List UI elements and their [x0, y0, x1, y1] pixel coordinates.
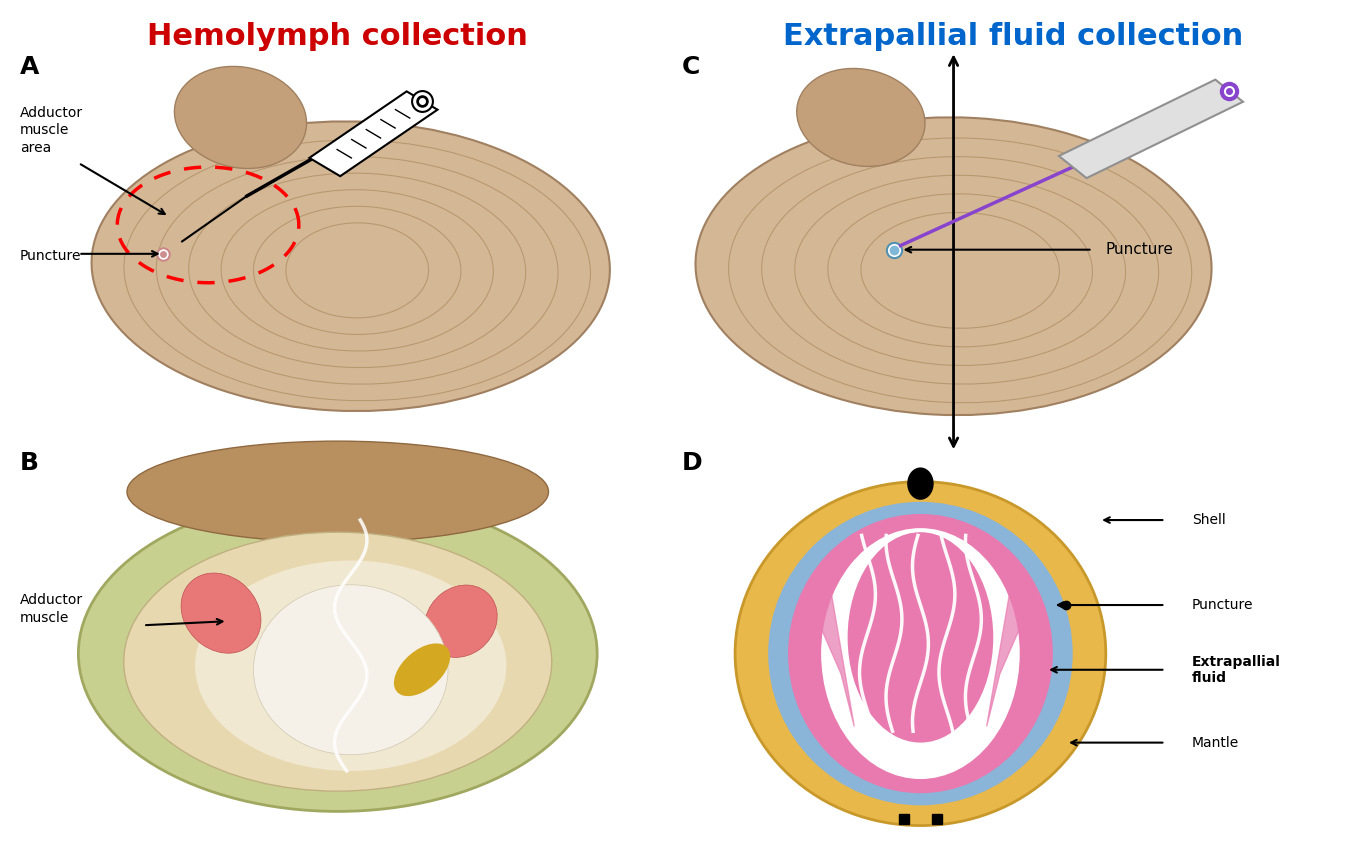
Ellipse shape — [127, 441, 549, 542]
Ellipse shape — [174, 66, 307, 169]
Text: A: A — [20, 55, 39, 79]
Ellipse shape — [181, 573, 261, 653]
Text: Puncture: Puncture — [1105, 242, 1174, 257]
Ellipse shape — [847, 532, 993, 742]
Polygon shape — [986, 573, 1027, 727]
Text: Shell: Shell — [1192, 513, 1225, 527]
Ellipse shape — [788, 514, 1052, 793]
Text: Adductor
muscle: Adductor muscle — [20, 593, 84, 625]
Ellipse shape — [735, 481, 1105, 826]
Text: Puncture: Puncture — [1192, 598, 1254, 612]
Ellipse shape — [797, 69, 925, 166]
Text: C: C — [682, 55, 701, 79]
Ellipse shape — [394, 643, 450, 697]
Text: Extrapallial fluid collection: Extrapallial fluid collection — [784, 22, 1243, 51]
Ellipse shape — [92, 121, 609, 411]
Ellipse shape — [821, 528, 1020, 779]
Polygon shape — [309, 91, 438, 177]
Text: Hemolymph collection: Hemolymph collection — [147, 22, 528, 51]
Text: Extrapallial
fluid: Extrapallial fluid — [1192, 654, 1281, 684]
Text: Puncture: Puncture — [20, 249, 81, 263]
Ellipse shape — [769, 502, 1073, 805]
Text: Adductor
muscle
area: Adductor muscle area — [20, 106, 84, 155]
Ellipse shape — [696, 117, 1212, 415]
Polygon shape — [1059, 79, 1243, 178]
Text: Mantle: Mantle — [1192, 735, 1239, 750]
Ellipse shape — [908, 468, 934, 500]
Ellipse shape — [124, 532, 551, 791]
Polygon shape — [815, 573, 854, 727]
Ellipse shape — [254, 585, 449, 755]
Text: D: D — [682, 451, 703, 475]
Ellipse shape — [424, 585, 497, 658]
Ellipse shape — [195, 561, 507, 771]
Text: B: B — [20, 451, 39, 475]
Ellipse shape — [78, 496, 597, 811]
